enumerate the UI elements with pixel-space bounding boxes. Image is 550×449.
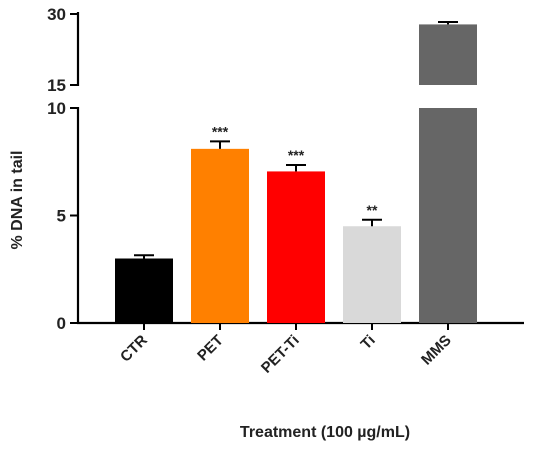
y-axis-title: % DNA in tail xyxy=(9,151,26,250)
y-tick-label: 10 xyxy=(47,99,66,118)
x-tick-label-mms: MMS xyxy=(418,332,455,369)
x-tick-label-pet: PET xyxy=(194,332,227,365)
y-tick-label: 5 xyxy=(57,207,66,226)
significance-pet: *** xyxy=(212,123,229,139)
bars xyxy=(115,24,477,323)
bar-ti xyxy=(343,226,401,323)
x-tick-labels: CTR PET PET-Ti Ti MMS xyxy=(117,323,455,377)
bar-upper-mms xyxy=(419,24,477,85)
bar-ctr xyxy=(115,258,173,323)
y-tick-label: 15 xyxy=(47,76,66,95)
x-axis-title: Treatment (100 µg/mL) xyxy=(240,424,410,441)
x-tick-label-ctr: CTR xyxy=(117,332,151,366)
significance-pet-ti: *** xyxy=(288,147,305,163)
y-tick-label: 30 xyxy=(47,5,66,24)
y-ticks: 0 5 10 15 30 xyxy=(47,5,78,333)
x-tick-label-ti: Ti xyxy=(358,332,379,353)
bar-pet-ti xyxy=(267,171,325,323)
bar-pet xyxy=(191,148,249,323)
significance-ti: ** xyxy=(367,202,378,218)
x-tick-label-pet-ti: PET-Ti xyxy=(258,332,303,377)
bar-lower-mms xyxy=(419,108,477,323)
error-bars xyxy=(134,21,458,259)
significance-labels: ******** xyxy=(212,123,378,217)
y-tick-label: 0 xyxy=(57,314,66,333)
